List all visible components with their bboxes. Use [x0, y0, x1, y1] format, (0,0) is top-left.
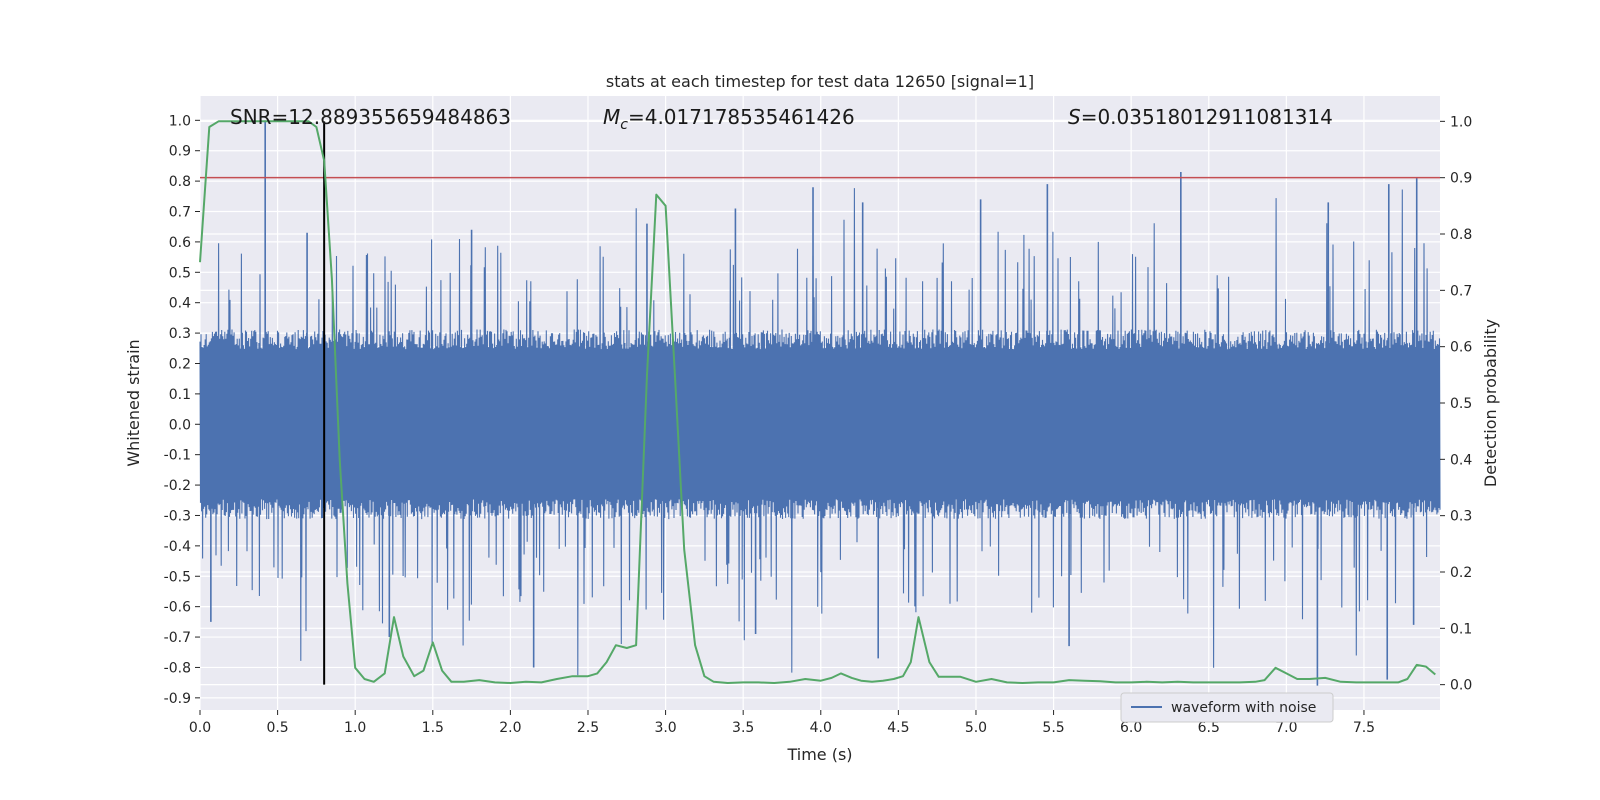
mc-value: =4.017178535461426	[628, 105, 855, 129]
y-tick-label: 0.9	[169, 144, 191, 160]
x-tick-label: 0.0	[189, 720, 211, 736]
y-axis-ticks: 1.0 0.9 0.8 0.7 0.6 0.5 0.4 0.3 0.2 0.1 0.0 -0.1 -0.…	[164, 113, 200, 707]
mc-annotation: Mc=4.017178535461426	[603, 105, 855, 133]
y-tick-label: 0.4	[169, 296, 191, 312]
snr-annotation: SNR=12.889355659484863	[230, 105, 511, 129]
x-tick-label: 6.5	[1198, 720, 1220, 736]
y2-tick-label: 0.7	[1450, 283, 1472, 299]
x-axis-label: Time (s)	[786, 745, 852, 764]
y2-tick-label: 0.4	[1450, 452, 1472, 468]
y-tick-label: -0.3	[164, 508, 191, 524]
y-tick-label: 0.8	[169, 174, 191, 190]
waveform-series	[199, 120, 1441, 686]
x-tick-label: 2.0	[499, 720, 521, 736]
s-value: =0.03518012911081314	[1081, 105, 1333, 129]
y2-tick-label: 0.0	[1450, 678, 1472, 694]
x-tick-label: 3.0	[654, 720, 676, 736]
x-tick-label: 4.0	[810, 720, 832, 736]
x-axis-ticks: 0.0 0.5 1.0 1.5 2.0 2.5 3.0 3.5 4.0 4.5 5.0 5.5 6.0 6…	[189, 710, 1375, 736]
x-tick-label: 5.5	[1042, 720, 1064, 736]
y-tick-label: -0.2	[164, 478, 191, 494]
probability-line	[199, 120, 1436, 684]
y-tick-label: -0.7	[164, 630, 191, 646]
x-tick-label: 7.5	[1353, 720, 1375, 736]
y-tick-label: -0.1	[164, 448, 191, 464]
y2-tick-label: 0.5	[1450, 396, 1472, 412]
y2-tick-label: 0.6	[1450, 340, 1472, 356]
y-tick-label: 1.0	[169, 113, 191, 129]
y-tick-label: 0.0	[169, 417, 191, 433]
x-tick-label: 5.0	[965, 720, 987, 736]
y-tick-label: 0.5	[169, 265, 191, 281]
y2-tick-label: 0.3	[1450, 509, 1472, 525]
x-tick-label: 1.0	[344, 720, 366, 736]
y2-tick-label: 1.0	[1450, 114, 1472, 130]
y-tick-label: -0.6	[164, 600, 191, 616]
y2-tick-label: 0.9	[1450, 171, 1472, 187]
legend-box	[1120, 692, 1334, 723]
y2-axis-ticks: 1.0 0.9 0.8 0.7 0.6 0.5 0.4 0.3 0.2 0.1 0.0	[1440, 114, 1472, 694]
y2-tick-label: 0.8	[1450, 227, 1472, 243]
y2-tick-label: 0.2	[1450, 565, 1472, 581]
x-tick-label: 1.5	[422, 720, 444, 736]
y-tick-label: 0.6	[169, 235, 191, 251]
y-tick-label: -0.8	[164, 660, 191, 676]
y-tick-label: -0.4	[164, 539, 191, 555]
s-annotation: S=0.03518012911081314	[1068, 105, 1333, 129]
probability-series	[199, 120, 1440, 685]
legend-entry-waveform: waveform with noise	[1171, 700, 1316, 716]
y-tick-label: -0.9	[164, 691, 191, 707]
s-symbol: S	[1068, 105, 1081, 129]
x-tick-label: 2.5	[577, 720, 599, 736]
y-tick-label: 0.2	[169, 356, 191, 372]
x-tick-label: 4.5	[887, 720, 909, 736]
x-tick-label: 0.5	[266, 720, 288, 736]
legend: waveform with noise	[1120, 692, 1334, 723]
y-tick-label: 0.3	[169, 326, 191, 342]
x-tick-label: 7.0	[1275, 720, 1297, 736]
y2-tick-label: 0.1	[1450, 621, 1472, 637]
mc-subscript: c	[620, 117, 628, 133]
y2-axis-label: Detection probability	[1481, 319, 1500, 487]
y-axis-label: Whitened strain	[124, 339, 143, 466]
x-tick-label: 3.5	[732, 720, 754, 736]
chart-title: stats at each timestep for test data 126…	[606, 72, 1034, 91]
y-tick-label: -0.5	[164, 569, 191, 585]
y-tick-label: 0.7	[169, 205, 191, 221]
x-tick-label: 6.0	[1120, 720, 1142, 736]
waveform-line	[199, 188, 1441, 676]
y-tick-label: 0.1	[169, 387, 191, 403]
mc-symbol: M	[603, 105, 620, 129]
